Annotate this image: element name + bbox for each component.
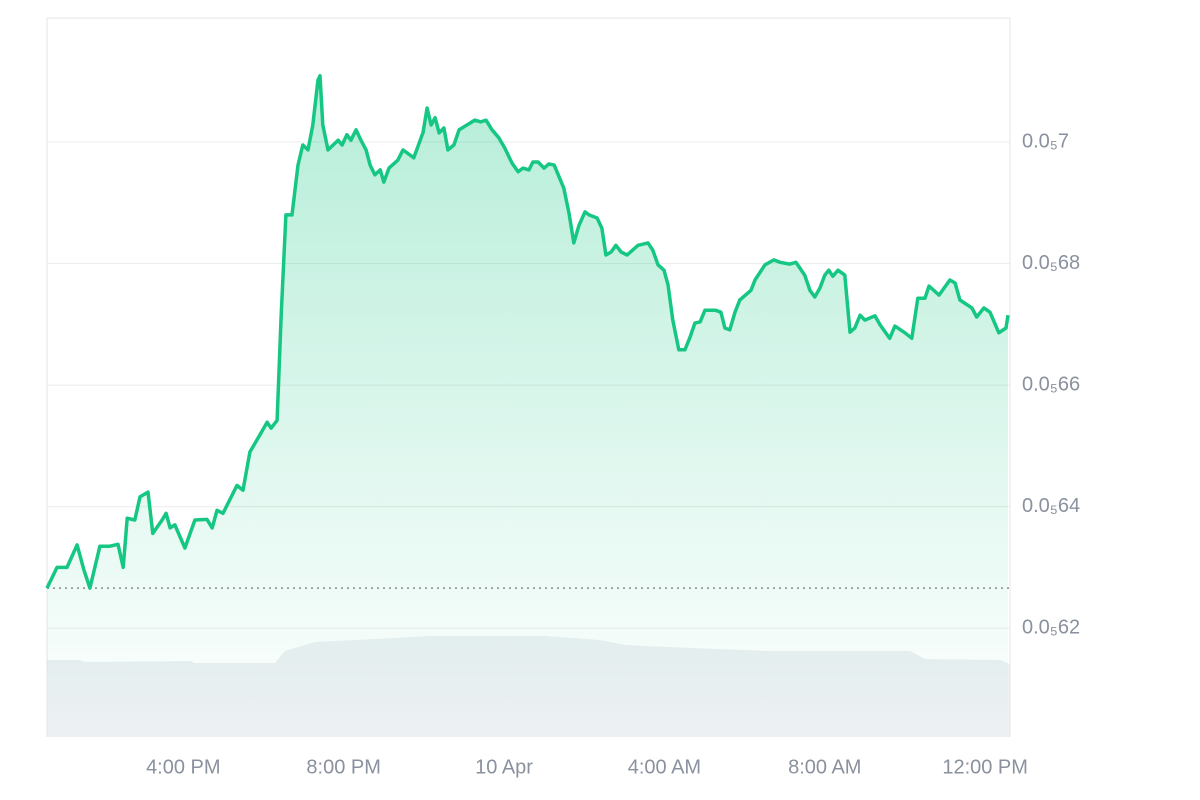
x-tick-label: 4:00 AM (628, 756, 701, 778)
x-tick-label: 8:00 AM (788, 756, 861, 778)
x-tick-label: 12:00 PM (942, 756, 1028, 778)
y-tick-label: 0.0₅64 (1022, 495, 1080, 517)
x-tick-label: 4:00 PM (146, 756, 220, 778)
y-tick-label: 0.0₅66 (1022, 373, 1080, 395)
y-tick-label: 0.0₅62 (1022, 616, 1080, 638)
x-tick-label: 10 Apr (475, 756, 533, 778)
y-tick-label: 0.0₅68 (1022, 252, 1080, 274)
price-line (45, 73, 1010, 590)
area-fill (47, 75, 1008, 737)
x-tick-label: 8:00 PM (306, 756, 380, 778)
y-tick-label: 0.0₅7 (1022, 130, 1069, 152)
